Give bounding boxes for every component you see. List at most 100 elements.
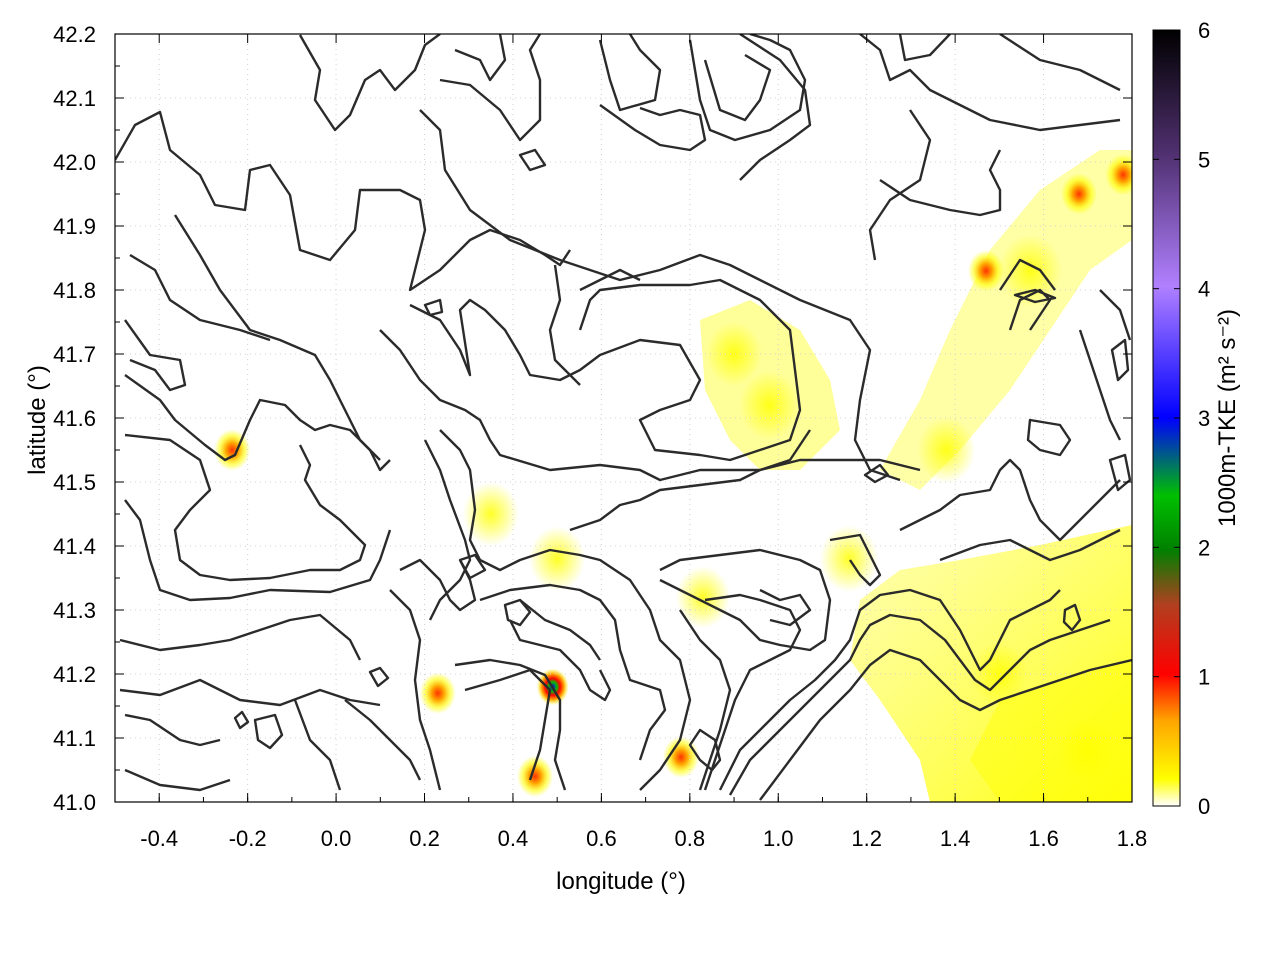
contour-line — [939, 528, 1121, 562]
colorbar-tick-label: 5 — [1198, 147, 1210, 172]
contour-line — [659, 548, 832, 652]
contour-line — [439, 34, 542, 142]
colorbar-ticks: 0 1 2 3 4 5 6 — [1153, 18, 1210, 819]
contour-line — [119, 678, 381, 707]
contour-line — [253, 713, 284, 750]
colorbar-tick-label: 4 — [1198, 277, 1210, 302]
x-axis-title: longitude (°) — [556, 868, 686, 895]
contour-line — [115, 110, 571, 292]
x-tick-label: 0.4 — [498, 826, 529, 851]
tke-hotspot — [917, 416, 976, 484]
tke-hotspot — [968, 250, 1005, 292]
contour-line — [863, 463, 890, 484]
contour-line — [503, 598, 532, 627]
contour-line — [454, 658, 567, 791]
contour-line — [129, 253, 271, 342]
contour-line — [999, 258, 1056, 291]
contour-line — [1078, 329, 1122, 441]
x-tick-label: 1.6 — [1028, 826, 1059, 851]
contour-line — [124, 768, 231, 792]
contour-line — [464, 668, 552, 781]
tke-hotspot — [529, 526, 586, 591]
colorbar-tick-label: 2 — [1198, 535, 1210, 560]
x-tick-label: 0.2 — [409, 826, 440, 851]
contour-line — [124, 499, 392, 602]
tke-hotspot — [820, 525, 879, 593]
contour-line — [124, 713, 221, 747]
x-tick-label: -0.4 — [140, 826, 178, 851]
colorbar-tick-label: 6 — [1198, 18, 1210, 43]
contour-line — [389, 589, 442, 791]
y-tick-label: 41.6 — [53, 406, 96, 431]
contour-line — [518, 148, 547, 172]
axis-ticks — [114, 33, 1133, 803]
contour-line — [1110, 338, 1130, 382]
tke-hotspot — [971, 641, 1028, 707]
y-tick-labels: 41.0 41.1 41.2 41.3 41.4 41.5 41.6 41.7 41.8 41.9… — [53, 22, 96, 815]
tke-hotspot — [214, 429, 251, 471]
y-tick-label: 41.3 — [53, 598, 96, 623]
x-tick-label: 0.8 — [675, 826, 706, 851]
contour-line — [124, 319, 187, 392]
y-tick-label: 41.7 — [53, 342, 96, 367]
contour-line — [519, 599, 601, 661]
contour-line — [233, 710, 250, 730]
contour-line — [1108, 453, 1132, 492]
colorbar-tick-label: 3 — [1198, 406, 1210, 431]
contour-line — [1008, 288, 1052, 331]
contour-line — [829, 533, 882, 587]
colorbar-tick-label: 0 — [1198, 794, 1210, 819]
contour-line — [688, 728, 722, 772]
tke-hotspot — [676, 566, 731, 629]
x-tick-label: 1.8 — [1117, 826, 1148, 851]
contour-line — [759, 648, 1132, 801]
contour-line — [728, 613, 1111, 796]
tke-hotspot — [1060, 173, 1097, 215]
contour-line — [1013, 288, 1057, 304]
contour-line — [379, 329, 811, 482]
contour-line — [759, 588, 812, 627]
contour-line — [879, 149, 1002, 217]
contour-line — [508, 619, 612, 702]
tke-hotspot — [998, 233, 1063, 308]
contour-line — [293, 699, 342, 791]
contour-line — [579, 268, 641, 292]
contour-line — [859, 34, 1121, 132]
contour-line — [1062, 603, 1082, 632]
tke-hotspot — [517, 755, 554, 798]
contour-line — [599, 104, 707, 152]
contour-line — [399, 558, 477, 612]
y-tick-label: 42.1 — [53, 86, 96, 111]
y-tick-label: 42.0 — [53, 150, 96, 175]
x-tick-label: 0.0 — [321, 826, 352, 851]
contour-line — [419, 109, 901, 482]
contour-line — [119, 613, 362, 661]
contour-line — [679, 609, 732, 791]
contour-line — [124, 433, 367, 582]
contour-line — [1026, 418, 1072, 457]
contour-line — [298, 34, 441, 132]
contour-line — [703, 53, 772, 122]
contour-line — [688, 34, 807, 142]
tke-region-east-ridge — [880, 150, 1132, 490]
contour-line — [868, 109, 932, 261]
contour-line — [739, 34, 812, 181]
tke-hotspot — [419, 672, 456, 714]
tke-hotspot — [1058, 717, 1117, 785]
x-tick-label: 1.2 — [851, 826, 882, 851]
tke-hotspot — [739, 370, 800, 440]
contour-line — [703, 593, 802, 791]
tke-hotspot — [1105, 154, 1132, 196]
x-tick-label: 1.0 — [763, 826, 794, 851]
contour-line — [899, 458, 1121, 542]
x-tick-label: 1.4 — [940, 826, 971, 851]
tke-hotspot — [706, 321, 763, 387]
contour-line — [423, 298, 444, 317]
contour-line — [718, 588, 1061, 791]
contour-line — [173, 214, 381, 461]
x-tick-label: 0.6 — [586, 826, 617, 851]
contour-line — [368, 666, 390, 688]
contour-line — [409, 278, 802, 462]
contour-line — [569, 458, 921, 532]
